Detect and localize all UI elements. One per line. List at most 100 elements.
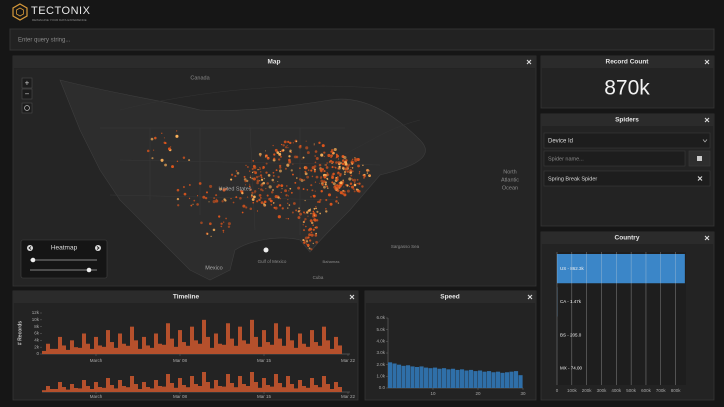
bar[interactable] xyxy=(198,343,202,354)
close-button[interactable] xyxy=(704,117,710,123)
bar[interactable] xyxy=(254,336,258,354)
bar[interactable] xyxy=(178,330,182,354)
overview-bar[interactable] xyxy=(274,374,278,392)
overview-bar[interactable] xyxy=(90,389,94,392)
bar[interactable] xyxy=(290,340,294,354)
bar[interactable] xyxy=(78,347,82,354)
bar[interactable] xyxy=(433,367,438,388)
bar[interactable] xyxy=(451,368,456,388)
overview-bar[interactable] xyxy=(262,378,266,392)
overview-bar[interactable] xyxy=(258,387,262,392)
bar[interactable] xyxy=(206,336,210,354)
locate-button[interactable] xyxy=(21,102,33,114)
bar[interactable] xyxy=(326,340,330,354)
bar[interactable] xyxy=(274,323,278,354)
zoom-out-button[interactable] xyxy=(21,88,33,100)
bar[interactable] xyxy=(442,368,447,388)
overview-bar[interactable] xyxy=(298,380,302,392)
bar[interactable] xyxy=(122,343,126,354)
overview-bar[interactable] xyxy=(198,386,202,392)
bar[interactable] xyxy=(186,345,190,354)
overview-bar[interactable] xyxy=(318,387,322,392)
bar[interactable] xyxy=(90,348,94,354)
bar[interactable] xyxy=(500,372,505,388)
overview-bar[interactable] xyxy=(194,384,198,392)
bar[interactable] xyxy=(258,346,262,354)
next-layer-button[interactable] xyxy=(95,245,101,251)
close-button[interactable] xyxy=(527,294,533,300)
bar[interactable] xyxy=(397,364,402,388)
bar[interactable] xyxy=(415,367,420,388)
bar[interactable] xyxy=(66,349,70,354)
overview-bar[interactable] xyxy=(62,387,66,392)
overview-bar[interactable] xyxy=(94,382,98,392)
bar[interactable] xyxy=(392,363,397,389)
overview-bar[interactable] xyxy=(250,372,254,392)
overview-bar[interactable] xyxy=(170,383,174,392)
overview-bar[interactable] xyxy=(114,388,118,392)
overview-bar[interactable] xyxy=(186,387,190,392)
overview-bar[interactable] xyxy=(226,374,230,392)
bar[interactable] xyxy=(166,323,170,354)
bar[interactable] xyxy=(478,370,483,389)
bar[interactable] xyxy=(388,362,393,388)
overview-bar[interactable] xyxy=(246,386,250,392)
text-input[interactable] xyxy=(543,150,686,167)
overview-bar[interactable] xyxy=(190,376,194,392)
bar[interactable] xyxy=(509,371,514,388)
bar[interactable] xyxy=(190,326,194,354)
bar[interactable] xyxy=(514,371,519,388)
bar[interactable] xyxy=(266,342,270,354)
overview-bar[interactable] xyxy=(286,376,290,392)
bar[interactable] xyxy=(473,371,478,388)
overview-bar[interactable] xyxy=(130,376,134,392)
bar[interactable] xyxy=(98,345,102,354)
bar[interactable] xyxy=(106,330,110,354)
bar[interactable] xyxy=(218,343,222,354)
close-button[interactable] xyxy=(526,59,532,65)
overview-bar[interactable] xyxy=(142,382,146,392)
spider-item[interactable] xyxy=(543,170,711,187)
overview-bar[interactable] xyxy=(70,384,74,392)
overview-bar[interactable] xyxy=(102,387,106,392)
bar[interactable] xyxy=(46,343,50,354)
close-button[interactable] xyxy=(349,294,355,300)
bar[interactable] xyxy=(194,340,198,354)
bar[interactable] xyxy=(150,347,154,354)
bar[interactable] xyxy=(70,340,74,354)
overview-bar[interactable] xyxy=(138,389,142,392)
overview-bar[interactable] xyxy=(202,372,206,392)
bar[interactable] xyxy=(234,345,238,354)
bar[interactable] xyxy=(330,348,334,354)
overview-bar[interactable] xyxy=(338,387,342,392)
overview-bar[interactable] xyxy=(206,382,210,392)
overview-bar[interactable] xyxy=(218,386,222,392)
overview-bar[interactable] xyxy=(162,386,166,392)
bar[interactable] xyxy=(496,371,501,388)
slider-handle[interactable] xyxy=(30,257,36,263)
bar[interactable] xyxy=(270,344,274,354)
bar[interactable] xyxy=(246,343,250,354)
bar[interactable] xyxy=(314,342,318,354)
bar[interactable] xyxy=(154,333,158,355)
bar[interactable] xyxy=(74,347,78,354)
bar[interactable] xyxy=(491,372,496,388)
bar[interactable] xyxy=(334,336,338,354)
bar[interactable] xyxy=(298,333,302,355)
bar[interactable] xyxy=(460,369,465,388)
close-button[interactable] xyxy=(697,176,703,181)
map-area[interactable]: Canada United States Mexico Gulf of Mexi… xyxy=(14,69,535,285)
bar[interactable] xyxy=(518,375,523,388)
bar[interactable] xyxy=(170,338,174,354)
overview-bar[interactable] xyxy=(242,384,246,392)
overview-bar[interactable] xyxy=(266,385,270,392)
select-box[interactable] xyxy=(543,132,711,149)
overview-bar[interactable] xyxy=(182,385,186,392)
bar[interactable] xyxy=(138,348,142,354)
overview-bar[interactable] xyxy=(234,387,238,392)
bar[interactable] xyxy=(222,344,226,354)
overview-bar[interactable] xyxy=(66,389,70,392)
bar[interactable] xyxy=(242,340,246,354)
bar[interactable] xyxy=(214,333,218,355)
slider-handle[interactable] xyxy=(86,267,92,273)
